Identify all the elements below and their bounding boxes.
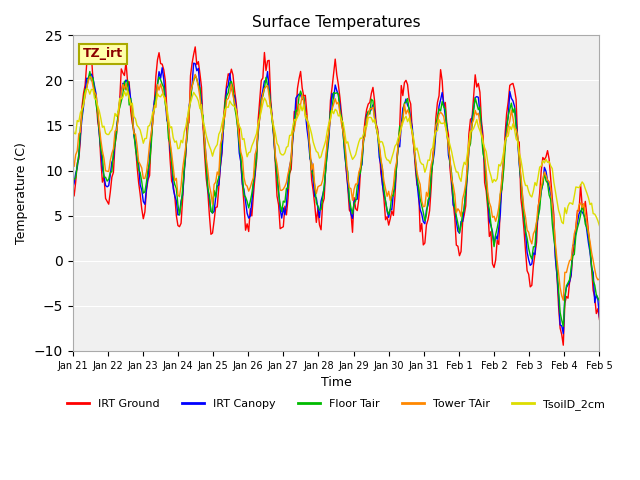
Tower TAir [185,111,193,117]
Tower TAir [75,131,83,137]
TsoilD_2cm [508,127,515,132]
Y-axis label: Temperature (C): Temperature (C) [15,142,28,244]
IRT Ground [185,120,193,126]
IRT Canopy [508,96,515,101]
IRT Canopy [366,108,374,114]
IRT Ground [68,191,76,197]
IRT Canopy [228,84,236,90]
IRT Ground [75,156,83,162]
IRT Canopy [596,314,604,320]
Floor Tair [228,79,236,84]
TsoilD_2cm [366,114,374,120]
Tower TAir [501,140,509,145]
Floor Tair [187,97,195,103]
TsoilD_2cm [187,100,195,106]
Tower TAir [559,297,567,303]
IRT Ground [508,81,515,87]
Legend: IRT Ground, IRT Canopy, Floor Tair, Tower TAir, TsoilD_2cm: IRT Ground, IRT Canopy, Floor Tair, Towe… [63,395,609,415]
Line: IRT Ground: IRT Ground [72,47,600,345]
Tower TAir [366,106,374,111]
X-axis label: Time: Time [321,376,351,389]
IRT Canopy [75,152,83,158]
IRT Canopy [559,331,567,336]
TsoilD_2cm [83,86,90,92]
TsoilD_2cm [68,124,76,130]
Text: TZ_irt: TZ_irt [83,48,123,60]
Title: Surface Temperatures: Surface Temperatures [252,15,420,30]
Floor Tair [68,178,76,184]
Tower TAir [596,276,604,282]
Tower TAir [228,81,236,87]
TsoilD_2cm [75,119,83,124]
TsoilD_2cm [228,101,236,107]
Floor Tair [501,146,509,152]
IRT Canopy [190,60,198,66]
IRT Ground [228,66,236,72]
Tower TAir [508,107,515,113]
Line: TsoilD_2cm: TsoilD_2cm [72,89,600,226]
Tower TAir [68,159,76,165]
Floor Tair [86,69,93,74]
Line: IRT Canopy: IRT Canopy [72,63,600,334]
IRT Ground [501,131,509,136]
IRT Ground [191,44,199,50]
Floor Tair [559,324,567,329]
IRT Canopy [501,141,509,147]
Line: Tower TAir: Tower TAir [72,74,600,300]
TsoilD_2cm [596,223,604,228]
IRT Canopy [185,105,193,110]
Tower TAir [191,72,199,77]
Floor Tair [596,298,604,304]
Line: Floor Tair: Floor Tair [72,72,600,326]
Floor Tair [508,100,515,106]
TsoilD_2cm [501,138,509,144]
IRT Ground [559,342,567,348]
IRT Ground [596,317,604,323]
IRT Canopy [68,185,76,191]
Floor Tair [366,111,374,117]
IRT Ground [366,99,374,105]
Floor Tair [75,152,83,157]
